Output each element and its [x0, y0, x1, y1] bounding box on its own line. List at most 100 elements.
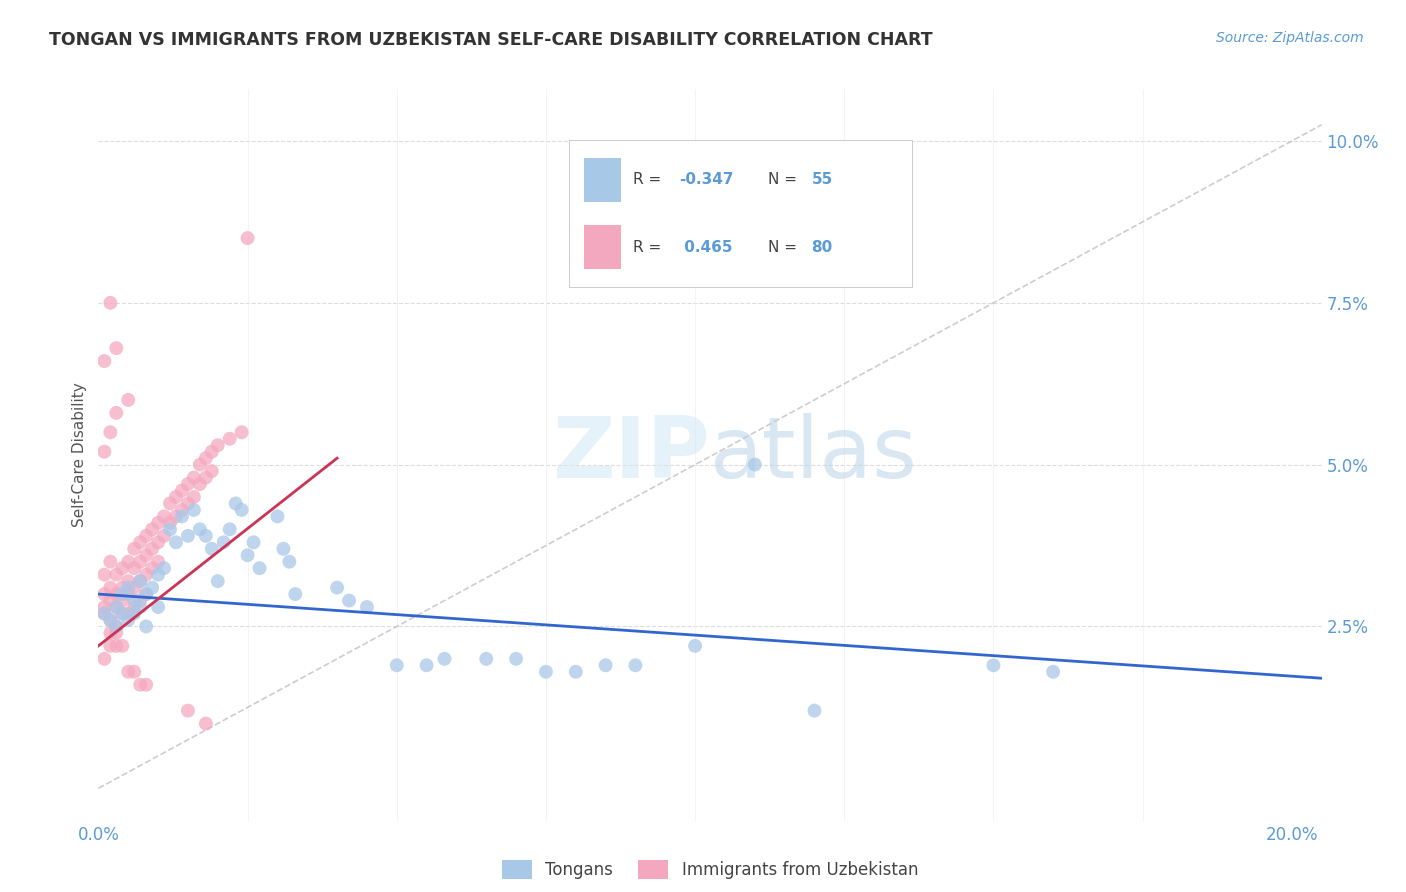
Point [207, 438, 229, 452]
Point [105, 600, 128, 615]
Point [93, 607, 115, 621]
Legend: Tongans, Immigrants from Uzbekistan: Tongans, Immigrants from Uzbekistan [495, 853, 925, 886]
Point [201, 464, 224, 478]
Point [98, 555, 121, 569]
Text: Source: ZipAtlas.com: Source: ZipAtlas.com [1216, 31, 1364, 45]
Point [194, 529, 217, 543]
Point [177, 704, 200, 718]
Point [165, 490, 187, 504]
Point [212, 535, 235, 549]
Text: N =: N = [768, 172, 801, 187]
Bar [583, 226, 620, 269]
Point [141, 581, 163, 595]
Text: R =: R = [633, 172, 666, 187]
Point [129, 600, 152, 615]
Point [117, 581, 139, 595]
Point [117, 555, 139, 569]
Point [170, 503, 193, 517]
Point [105, 341, 128, 355]
Point [122, 541, 145, 556]
Point [141, 522, 163, 536]
Point [129, 555, 152, 569]
Point [93, 587, 115, 601]
Point [624, 658, 647, 673]
Point [141, 541, 163, 556]
Point [93, 354, 115, 368]
Point [141, 561, 163, 575]
Point [98, 581, 121, 595]
Text: 55: 55 [811, 172, 832, 187]
Point [170, 509, 193, 524]
Point [194, 451, 217, 466]
Point [683, 639, 706, 653]
Point [183, 490, 205, 504]
Point [98, 626, 121, 640]
Point [177, 496, 200, 510]
Point [159, 496, 181, 510]
FancyBboxPatch shape [569, 140, 912, 286]
Point [194, 470, 217, 484]
Point [135, 619, 157, 633]
Point [146, 516, 169, 530]
Point [93, 567, 115, 582]
Point [135, 587, 157, 601]
Point [117, 665, 139, 679]
Point [146, 567, 169, 582]
Point [385, 658, 408, 673]
Point [93, 652, 115, 666]
Point [105, 406, 128, 420]
Point [117, 392, 139, 407]
Point [146, 555, 169, 569]
Point [194, 716, 217, 731]
Point [117, 613, 139, 627]
Point [98, 639, 121, 653]
Point [744, 458, 766, 472]
Point [105, 567, 128, 582]
Point [111, 593, 134, 607]
Point [129, 593, 152, 607]
Point [356, 600, 378, 615]
Point [122, 561, 145, 575]
Point [129, 574, 152, 589]
Point [93, 607, 115, 621]
Point [105, 600, 128, 615]
Point [122, 607, 145, 621]
Point [98, 613, 121, 627]
Bar [583, 158, 620, 202]
Point [117, 574, 139, 589]
Text: -0.347: -0.347 [679, 172, 734, 187]
Point [117, 587, 139, 601]
Point [236, 548, 259, 562]
Point [105, 619, 128, 633]
Point [266, 509, 288, 524]
Point [105, 626, 128, 640]
Point [201, 444, 224, 458]
Point [242, 535, 264, 549]
Point [534, 665, 557, 679]
Y-axis label: Self-Care Disability: Self-Care Disability [72, 383, 87, 527]
Point [111, 561, 134, 575]
Point [183, 470, 205, 484]
Point [117, 607, 139, 621]
Point [165, 509, 187, 524]
Point [129, 678, 152, 692]
Point [122, 581, 145, 595]
Point [98, 425, 121, 440]
Point [146, 535, 169, 549]
Point [188, 477, 211, 491]
Point [111, 581, 134, 595]
Point [249, 561, 271, 575]
Point [153, 529, 176, 543]
Point [98, 593, 121, 607]
Point [278, 555, 301, 569]
Point [207, 574, 229, 589]
Point [565, 665, 588, 679]
Point [105, 619, 128, 633]
Point [153, 509, 176, 524]
Point [98, 295, 121, 310]
Point [165, 535, 187, 549]
Point [122, 600, 145, 615]
Point [188, 522, 211, 536]
Point [1042, 665, 1064, 679]
Point [201, 541, 224, 556]
